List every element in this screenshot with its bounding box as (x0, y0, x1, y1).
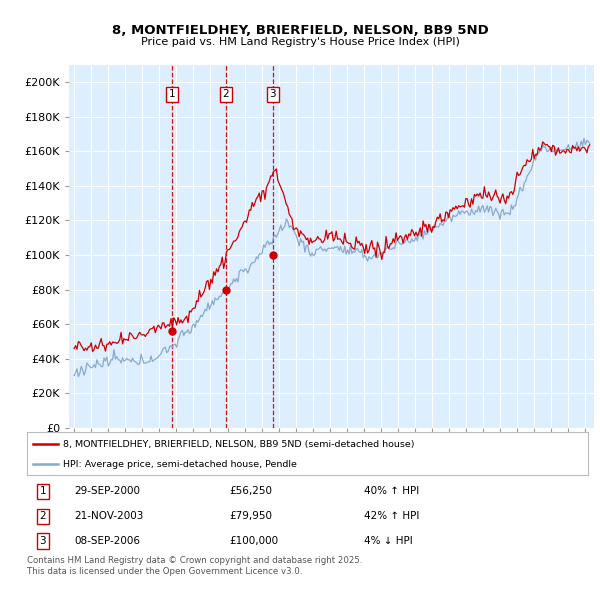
Text: 3: 3 (40, 536, 46, 546)
Text: £79,950: £79,950 (229, 511, 272, 521)
Text: 08-SEP-2006: 08-SEP-2006 (74, 536, 140, 546)
Text: HPI: Average price, semi-detached house, Pendle: HPI: Average price, semi-detached house,… (64, 460, 298, 469)
Text: Contains HM Land Registry data © Crown copyright and database right 2025.
This d: Contains HM Land Registry data © Crown c… (27, 556, 362, 576)
Text: 8, MONTFIELDHEY, BRIERFIELD, NELSON, BB9 5ND: 8, MONTFIELDHEY, BRIERFIELD, NELSON, BB9… (112, 24, 488, 37)
Text: 29-SEP-2000: 29-SEP-2000 (74, 486, 140, 496)
Text: 2: 2 (40, 511, 46, 521)
Text: 3: 3 (269, 89, 276, 99)
Text: 8, MONTFIELDHEY, BRIERFIELD, NELSON, BB9 5ND (semi-detached house): 8, MONTFIELDHEY, BRIERFIELD, NELSON, BB9… (64, 440, 415, 449)
Text: 1: 1 (40, 486, 46, 496)
Text: 42% ↑ HPI: 42% ↑ HPI (364, 511, 419, 521)
Text: 40% ↑ HPI: 40% ↑ HPI (364, 486, 419, 496)
Text: Price paid vs. HM Land Registry's House Price Index (HPI): Price paid vs. HM Land Registry's House … (140, 38, 460, 47)
Text: 4% ↓ HPI: 4% ↓ HPI (364, 536, 412, 546)
Text: 2: 2 (223, 89, 229, 99)
Text: 21-NOV-2003: 21-NOV-2003 (74, 511, 144, 521)
Text: £56,250: £56,250 (229, 486, 272, 496)
Text: 1: 1 (169, 89, 175, 99)
Text: £100,000: £100,000 (229, 536, 278, 546)
